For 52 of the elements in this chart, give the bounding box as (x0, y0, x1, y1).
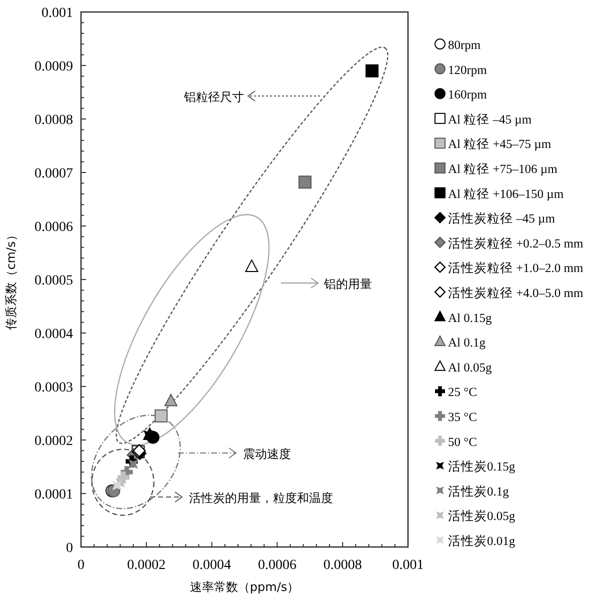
legend-label: Al 粒径 +106–150 µm (448, 186, 564, 201)
legend-label: Al 0.15g (448, 310, 492, 325)
y-tick-label: 0.0009 (34, 60, 73, 74)
y-tick-label: 0.0003 (34, 380, 73, 396)
legend-label: 活性炭0.01g (448, 534, 516, 548)
legend-label: 80rpm (448, 38, 481, 52)
legend-label: Al 粒径 +45–75 µm (448, 137, 552, 152)
legend-label: 活性炭0.1g (448, 484, 510, 498)
legend-label: 25 °C (448, 385, 477, 400)
y-tick-label: 0.0006 (34, 220, 73, 235)
y-tick-label: 0.0005 (34, 274, 73, 288)
y-tick-label: 0 (66, 541, 73, 556)
point (112, 480, 122, 490)
legend-label: Al 0.1g (448, 336, 486, 350)
annotation: 震动速度 (243, 447, 291, 461)
legend-label: Al 0.05g (448, 360, 492, 374)
legend-label: 120rpm (448, 62, 488, 77)
x-tick-label: 0.0006 (258, 558, 296, 573)
legend-label: 活性炭粒径 +4.0–5.0 mm (448, 286, 584, 300)
x-axis-title: 速率常数（ppm/s） (190, 580, 300, 594)
legend-label: 50 °C (448, 434, 477, 449)
x-tick-label: 0.001 (392, 558, 424, 573)
legend-label: 35 °C (448, 410, 477, 424)
point (128, 459, 138, 469)
x-tick-label: 0.0004 (192, 558, 232, 573)
x-tick-label: 0.0008 (323, 558, 362, 573)
legend-label: Al 粒径 –45 µm (448, 112, 532, 126)
point (164, 394, 178, 406)
legend-label: 活性炭粒径 –45 µm (448, 212, 556, 226)
point (245, 260, 258, 272)
legend-label: 活性炭0.05g (448, 509, 516, 524)
legend-label: 活性炭0.15g (448, 460, 516, 474)
legend-label: 160rpm (448, 88, 488, 102)
y-tick-label: 0.0004 (34, 327, 73, 342)
point (143, 430, 153, 440)
y-tick-label: 0.0001 (34, 488, 73, 502)
y-axis-title: 传质系数（cm/s） (4, 229, 18, 330)
x-tick-label: 0.0002 (127, 558, 166, 573)
legend-label: Al 粒径 +75–106 µm (448, 162, 558, 176)
point (366, 64, 379, 78)
annotation: 铝的用量 (323, 277, 372, 291)
y-tick-label: 0.001 (42, 6, 73, 21)
point (298, 176, 312, 189)
x-tick-label: 0 (78, 558, 84, 573)
y-tick-label: 0.0008 (34, 113, 73, 128)
y-tick-label: 0.0007 (34, 166, 73, 182)
annotation: 活性炭的用量，粒度和温度 (189, 491, 333, 505)
point (154, 409, 168, 422)
legend-label: 活性炭粒径 +0.2–0.5 mm (448, 236, 584, 250)
annotation: 铝粒径尺寸 (183, 90, 244, 104)
legend-label: 活性炭粒径 +1.0–2.0 mm (448, 261, 584, 276)
y-tick-label: 0.0002 (34, 434, 73, 449)
